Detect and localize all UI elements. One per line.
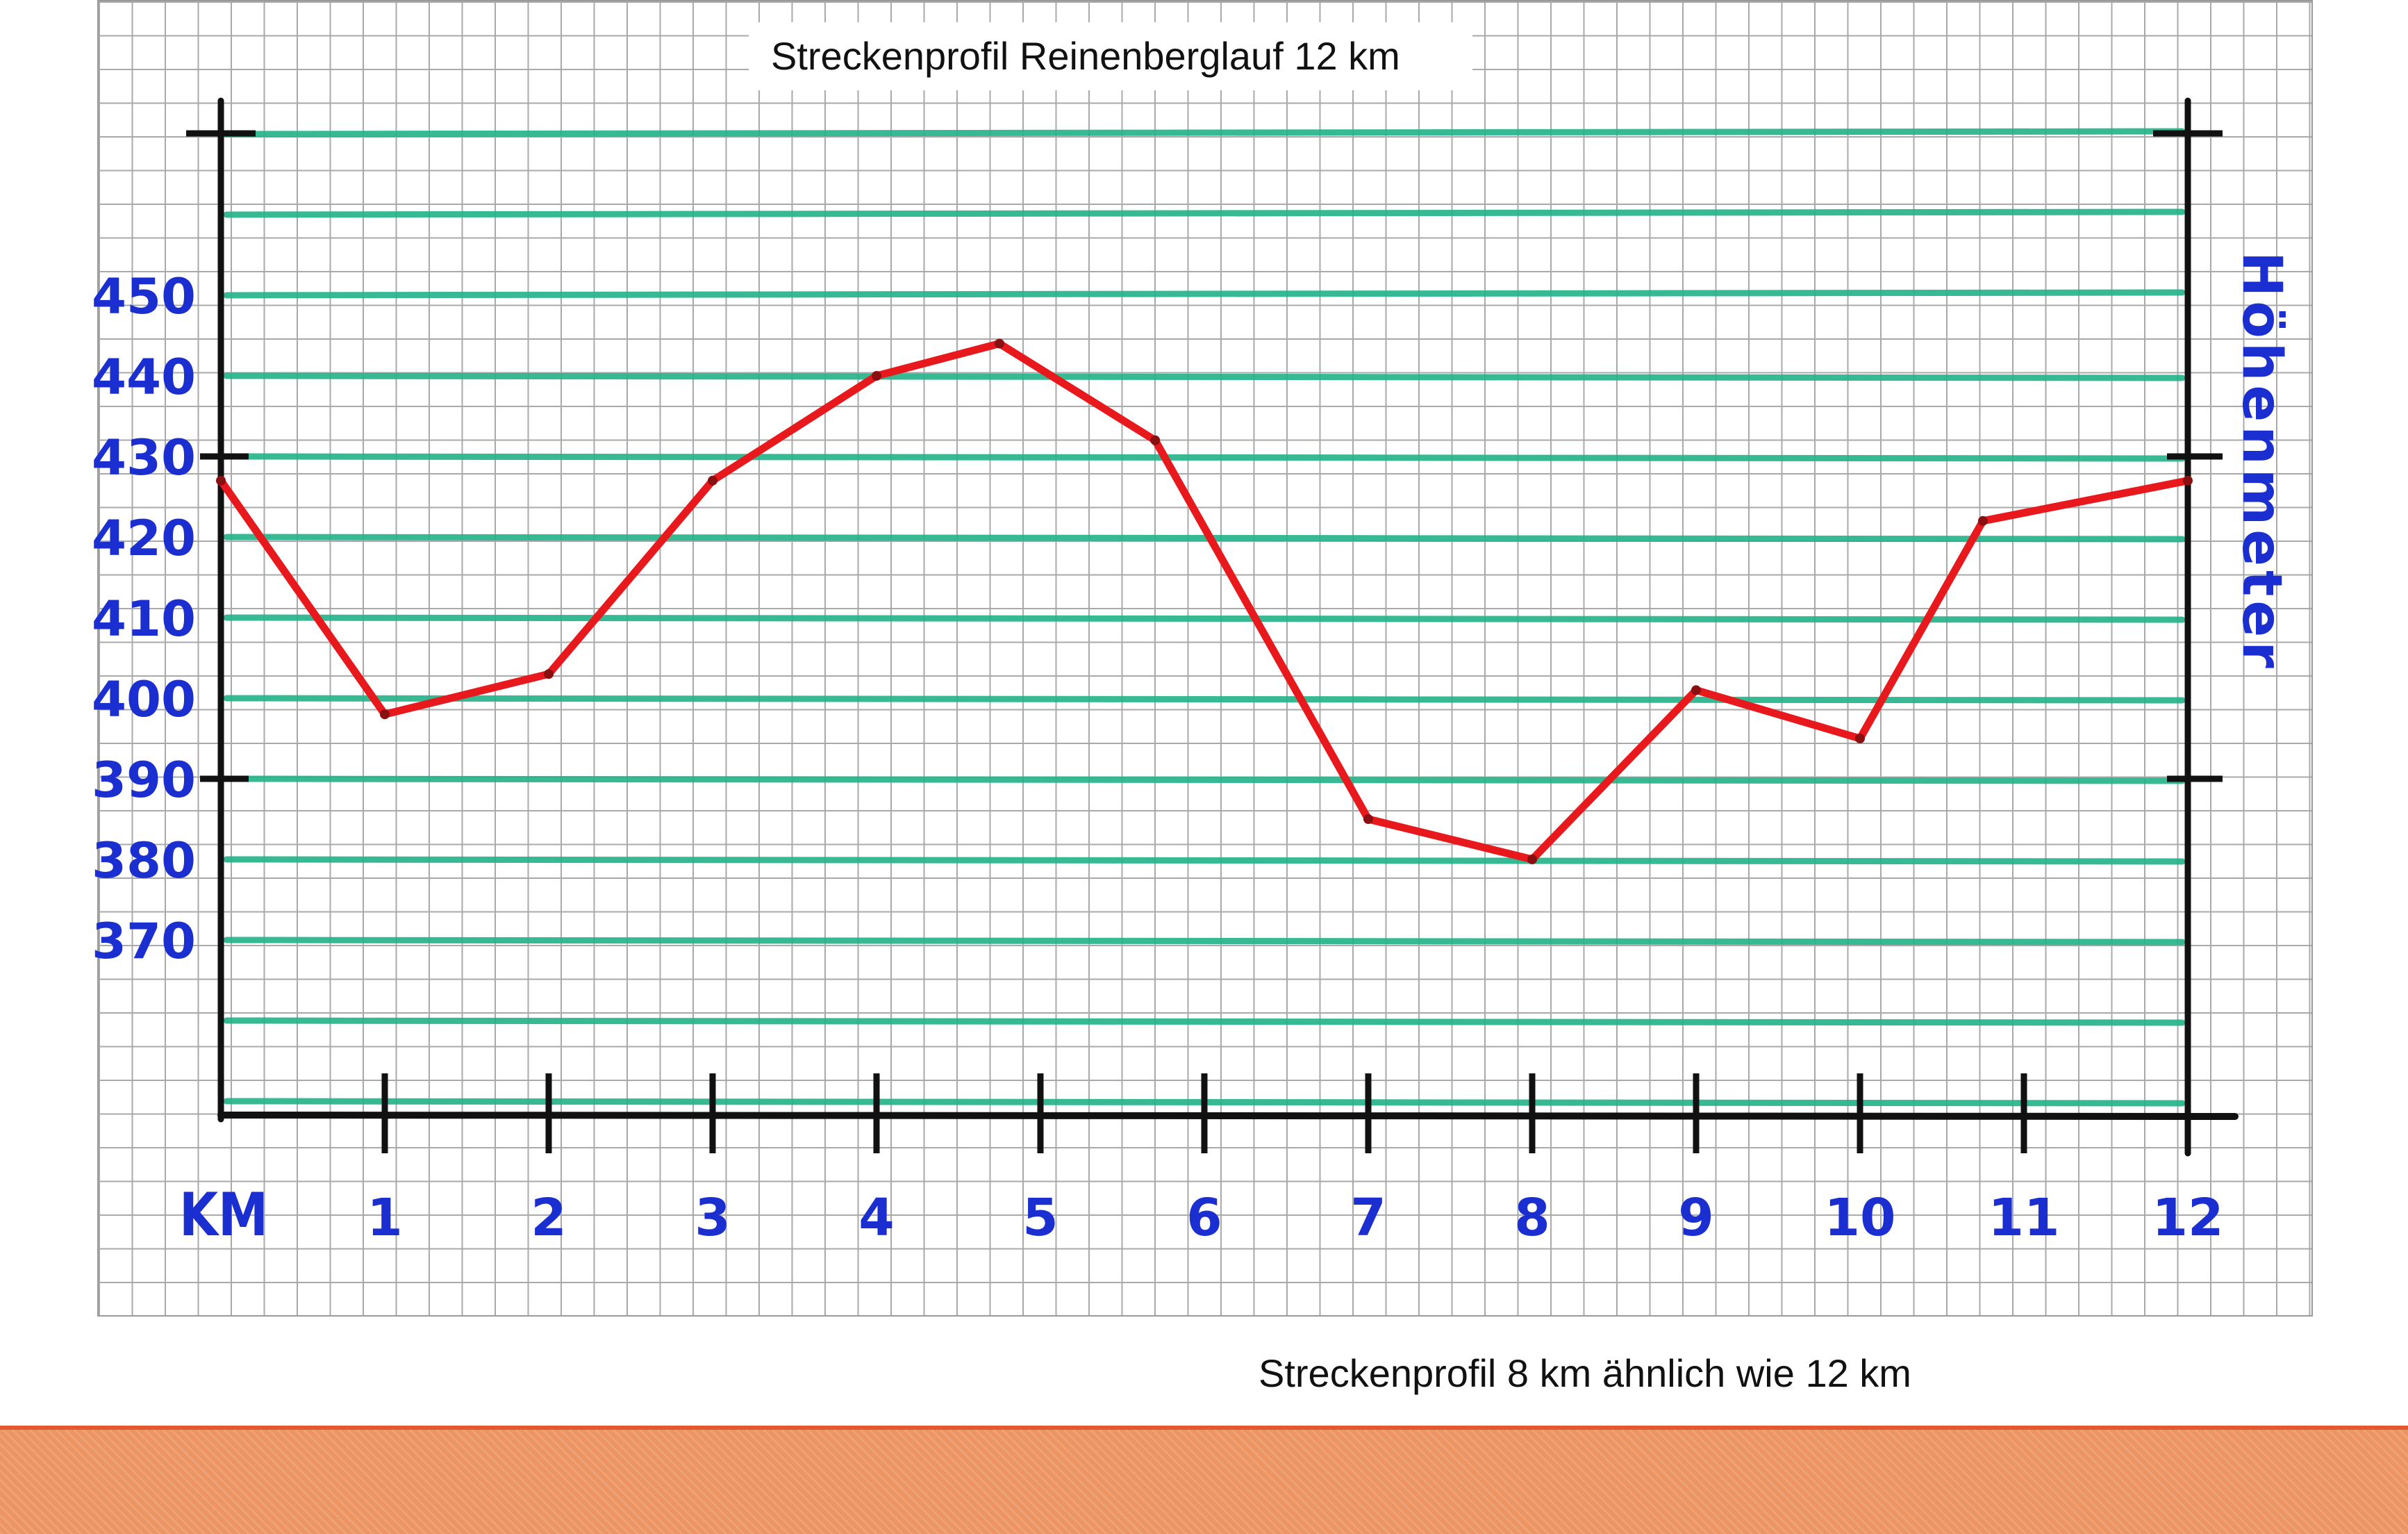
x-tick-label: 8 [1514, 1188, 1550, 1248]
profile-point [1363, 814, 1373, 824]
y-tick-label: 370 [92, 913, 196, 970]
x-tick-label: 10 [1825, 1188, 1896, 1248]
x-tick-label: 11 [1988, 1188, 2060, 1248]
horizontal-gridline [223, 289, 2186, 299]
x-tick-label: 4 [858, 1188, 895, 1248]
profile-point [216, 475, 226, 486]
graph-paper-background [97, 0, 2313, 1317]
chart-title: Streckenprofil Reinenberglauf 12 km [749, 22, 1472, 90]
horizontal-gridline [223, 614, 2186, 623]
y-tick-label: 450 [92, 268, 196, 325]
horizontal-gridline [223, 534, 2186, 543]
y-tick-label: 410 [92, 591, 196, 648]
profile-point [544, 669, 554, 679]
profile-point [872, 371, 881, 381]
x-tick-label: 9 [1678, 1188, 1714, 1248]
y-tick-label: 390 [92, 752, 196, 809]
horizontal-gridline [223, 937, 2186, 946]
profile-point [1978, 516, 1988, 526]
profile-point [708, 475, 717, 486]
profile-point [995, 338, 1004, 349]
horizontal-gridline [223, 775, 2186, 784]
horizontal-gridline [223, 856, 2186, 865]
horizontal-gridline [223, 128, 2186, 138]
x-tick-label: 5 [1022, 1188, 1058, 1248]
chart-note: Streckenprofil 8 km ähnlich wie 12 km [1240, 1333, 1998, 1415]
x-tick-label: 3 [695, 1188, 731, 1248]
x-tick-label: 12 [2152, 1188, 2224, 1248]
y-tick-label: 380 [92, 832, 196, 889]
x-axis-label: KM [179, 1180, 268, 1250]
profile-point [2183, 475, 2193, 486]
x-tick-label: 1 [367, 1188, 403, 1248]
x-tick-label: 2 [531, 1188, 567, 1248]
profile-point [1855, 734, 1865, 743]
x-tick-label: 6 [1186, 1188, 1222, 1248]
profile-point [1150, 435, 1161, 445]
x-tick-label: 7 [1350, 1188, 1386, 1248]
y-tick-label: 420 [92, 510, 196, 567]
x-axis [217, 1112, 2239, 1120]
y-tick-label: 430 [92, 429, 196, 486]
horizontal-gridline [223, 372, 2186, 381]
profile-point [1527, 855, 1537, 864]
horizontal-gridline [223, 208, 2186, 218]
y-tick-label: 400 [92, 671, 196, 728]
horizontal-gridline [223, 453, 2186, 462]
horizontal-gridline [223, 695, 2186, 704]
bottom-decorative-stripe [0, 1426, 2408, 1534]
profile-point [380, 709, 390, 720]
y-axis-label: Höhenmeter [2230, 251, 2293, 673]
y-tick-label: 440 [92, 349, 196, 406]
profile-point [1691, 685, 1701, 695]
horizontal-gridline [223, 1017, 2186, 1026]
